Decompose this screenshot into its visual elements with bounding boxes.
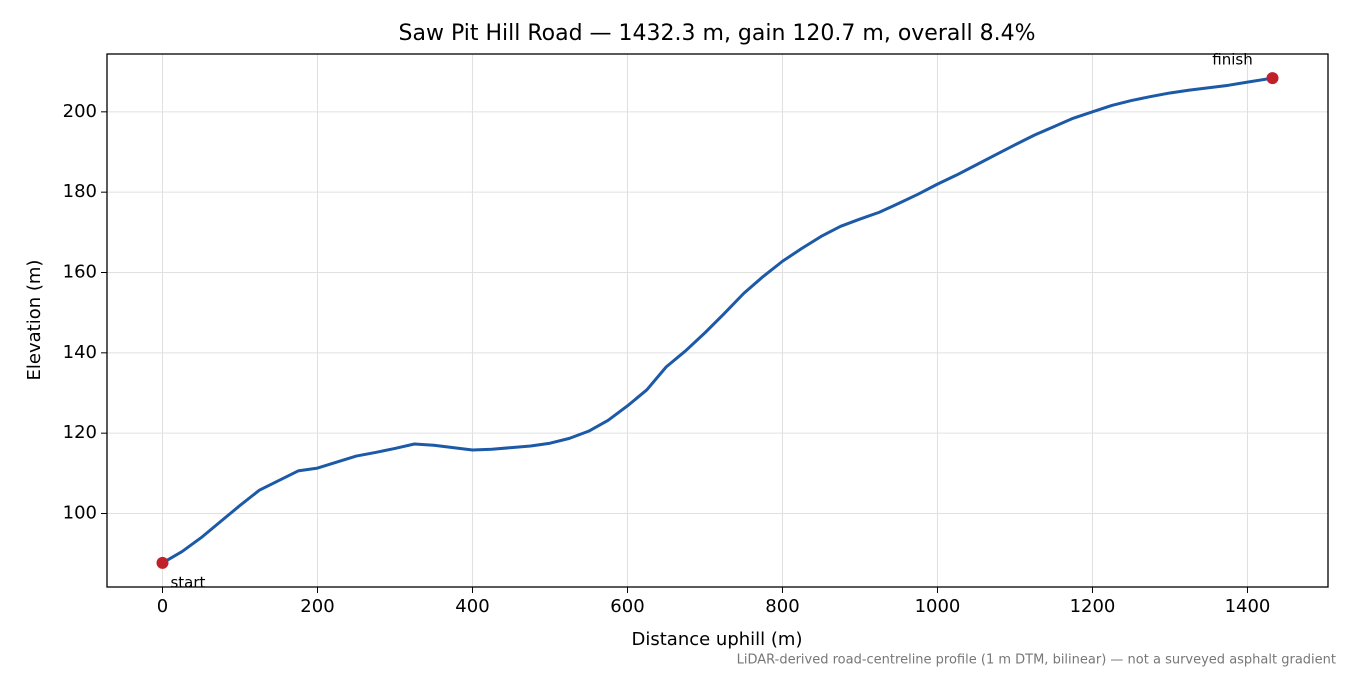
x-tick-label: 400 — [455, 596, 489, 617]
y-tick-label: 200 — [63, 101, 97, 122]
chart-title: Saw Pit Hill Road — 1432.3 m, gain 120.7… — [399, 21, 1036, 46]
point-marker — [1266, 72, 1279, 85]
y-tick-label: 140 — [63, 342, 97, 363]
point-marker — [156, 556, 169, 569]
x-tick-label: 1200 — [1070, 596, 1116, 617]
elevation-line — [161, 76, 1273, 565]
plot-frame — [106, 53, 1329, 588]
x-tick-label: 0 — [157, 596, 168, 617]
x-tick-label: 200 — [300, 596, 334, 617]
y-tick-label: 180 — [63, 181, 97, 202]
y-tick-label: 160 — [63, 262, 97, 283]
x-tick-label: 800 — [765, 596, 799, 617]
x-tick-label: 600 — [610, 596, 644, 617]
x-tick-label: 1400 — [1225, 596, 1271, 617]
point-annotation: start — [170, 573, 205, 591]
y-tick-label: 120 — [63, 422, 97, 443]
point-annotation: finish — [1212, 51, 1252, 69]
y-axis-label: Elevation (m) — [24, 260, 45, 381]
x-tick-label: 1000 — [915, 596, 961, 617]
y-tick-label: 100 — [63, 502, 97, 523]
footnote: LiDAR-derived road-centreline profile (1… — [737, 653, 1336, 668]
x-axis-label: Distance uphill (m) — [632, 629, 803, 650]
